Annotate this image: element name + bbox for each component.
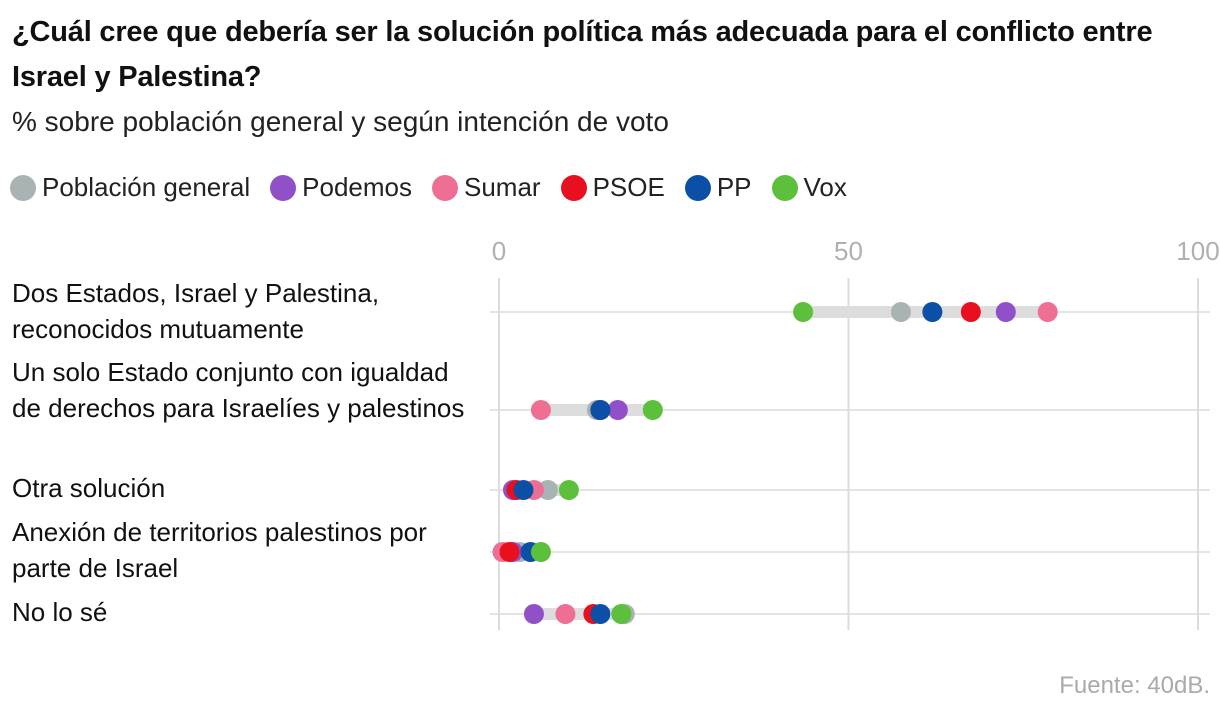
row-label-un-solo-estado: Un solo Estado conjunto con igualdad de … xyxy=(12,357,465,423)
data-point xyxy=(642,400,663,420)
row-label-no-lo-se: No lo sé xyxy=(12,597,108,627)
legend: Población general Podemos Sumar PSOE PP … xyxy=(10,172,867,203)
data-point xyxy=(590,604,611,624)
data-point xyxy=(1037,302,1058,322)
data-point xyxy=(590,400,611,420)
data-point xyxy=(611,604,632,624)
legend-item-psoe: PSOE xyxy=(560,172,665,203)
legend-item-podemos: Podemos xyxy=(270,172,412,203)
legend-dot-icon xyxy=(10,174,36,201)
row-label-otra-solucion: Otra solución xyxy=(12,473,166,503)
data-point xyxy=(513,480,534,500)
data-point xyxy=(922,302,943,322)
data-point xyxy=(960,302,981,322)
legend-label: PP xyxy=(716,172,752,202)
x-tick-label: 50 xyxy=(834,236,863,266)
legend-dot-icon xyxy=(432,174,458,201)
chart-subtitle: % sobre población general y según intenc… xyxy=(12,106,669,137)
chart-title: ¿Cuál cree que debería ser la solución p… xyxy=(12,16,1153,93)
row-label-dos-estados: Dos Estados, Israel y Palestina, reconoc… xyxy=(12,278,380,344)
data-point xyxy=(607,400,628,420)
legend-dot-icon xyxy=(560,174,587,201)
legend-label: PSOE xyxy=(592,172,665,202)
legend-label: Población general xyxy=(42,172,251,202)
data-point xyxy=(523,604,544,624)
legend-label: Podemos xyxy=(302,172,412,202)
x-tick-label: 100 xyxy=(1176,236,1219,266)
legend-item-pp: PP xyxy=(684,172,752,203)
x-tick-label: 0 xyxy=(492,236,506,266)
source-note: Fuente: 40dB. xyxy=(1059,672,1210,699)
legend-dot-icon xyxy=(270,174,297,201)
row-label-anexion: Anexión de territorios palestinos por pa… xyxy=(12,517,427,583)
data-point xyxy=(530,542,551,562)
data-point xyxy=(793,302,814,322)
legend-item-vox: Vox xyxy=(771,172,847,203)
data-point xyxy=(995,302,1016,322)
legend-label: Vox xyxy=(803,172,847,202)
data-point xyxy=(537,480,558,500)
data-point xyxy=(530,400,551,420)
legend-item-sumar: Sumar xyxy=(432,172,541,203)
legend-item-poblacion-general: Población general xyxy=(10,172,250,203)
legend-label: Sumar xyxy=(464,172,541,202)
data-point xyxy=(499,542,520,562)
legend-dot-icon xyxy=(684,174,711,201)
data-point xyxy=(555,604,576,624)
data-point xyxy=(558,480,579,500)
legend-dot-icon xyxy=(771,174,798,201)
data-point xyxy=(890,302,911,322)
